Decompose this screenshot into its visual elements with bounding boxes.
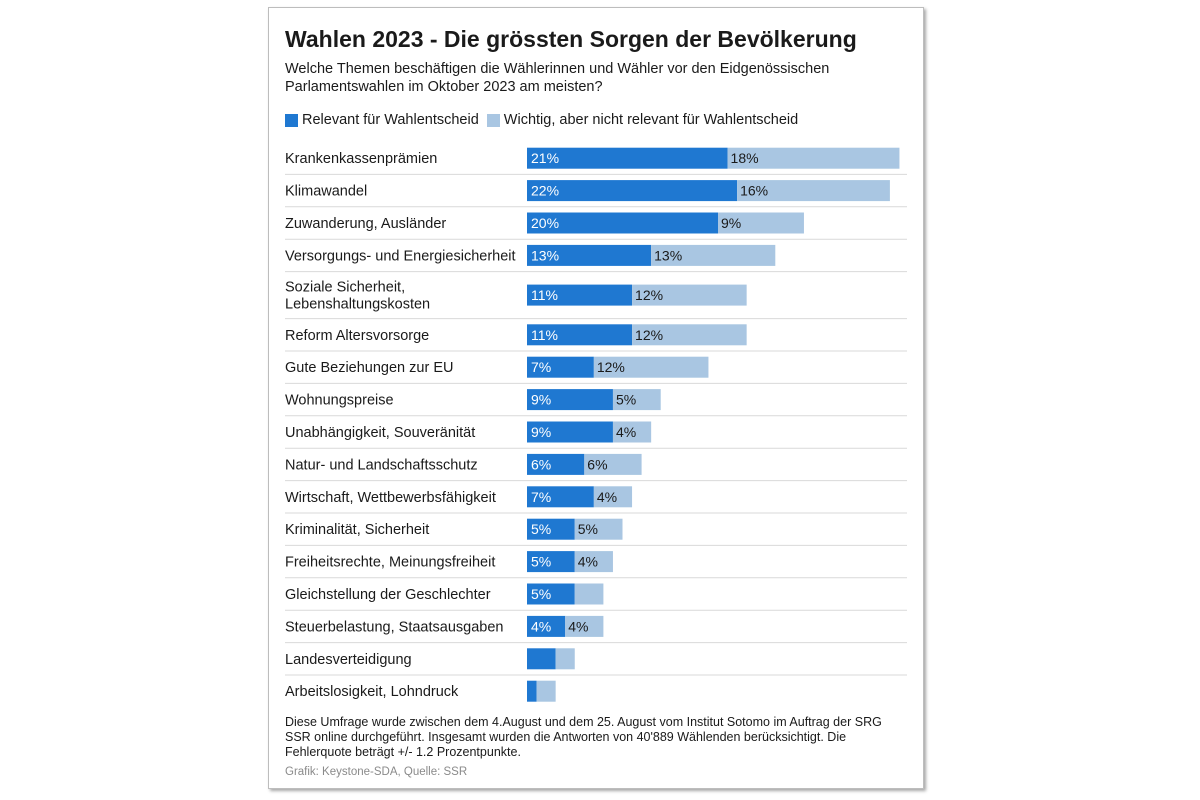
bar-wichtig <box>737 180 890 202</box>
category-label: Gute Beziehungen zur EU <box>285 360 453 376</box>
bar-wichtig <box>718 212 804 234</box>
data-label-relevant: 11% <box>531 327 558 343</box>
data-label-wichtig: 4% <box>597 489 617 505</box>
data-label-relevant: 6% <box>531 456 551 472</box>
data-label-wichtig: 4% <box>568 618 588 634</box>
legend-label-relevant: Relevant für Wahlentscheid <box>302 112 479 128</box>
legend-label-wichtig: Wichtig, aber nicht relevant für Wahlent… <box>503 112 799 128</box>
bar-wichtig <box>574 551 613 573</box>
bar-wichtig <box>651 244 776 266</box>
chart-legend: Relevant für Wahlentscheid Wichtig, aber… <box>285 111 806 129</box>
legend-swatch-wichtig <box>486 113 500 127</box>
bar-relevant <box>527 615 566 637</box>
category-label: Gleichstellung der Geschlechter <box>285 587 491 603</box>
data-label-wichtig: 16% <box>740 183 768 199</box>
bar-relevant <box>527 518 575 540</box>
legend-item-relevant: Relevant für Wahlentscheid <box>285 112 479 128</box>
data-label-wichtig: 12% <box>597 359 625 375</box>
category-label: Freiheitsrechte, Meinungsfreiheit <box>285 555 495 571</box>
data-label-wichtig: 12% <box>635 287 663 303</box>
category-label: Wirtschaft, Wettbewerbsfähigkeit <box>285 490 496 506</box>
chart-subtitle: Welche Themen beschäftigen die Wählerinn… <box>285 61 830 95</box>
bar-relevant <box>527 284 633 306</box>
category-label: Steuerbelastung, Staatsausgaben <box>285 619 503 635</box>
bar-relevant <box>527 389 613 411</box>
bar-relevant <box>527 421 613 443</box>
data-label-relevant: 4% <box>531 618 551 634</box>
data-label-relevant: 5% <box>531 521 551 537</box>
bar-relevant <box>527 453 585 475</box>
bar-wichtig <box>612 421 652 443</box>
category-label: Zuwanderung, Ausländer <box>285 216 446 232</box>
category-label: Landesverteidigung <box>285 652 412 668</box>
bar-wichtig <box>565 615 604 637</box>
bar-relevant <box>527 486 594 508</box>
category-label: Wohnungspreise <box>285 393 394 409</box>
bar-relevant <box>527 324 633 346</box>
legend-swatch-relevant <box>285 113 298 127</box>
data-label-wichtig: 4% <box>616 424 636 440</box>
bar-wichtig <box>574 583 604 605</box>
data-label-relevant: 22% <box>531 183 559 199</box>
bar-relevant <box>527 680 537 702</box>
category-label: Natur- und Landschaftsschutz <box>285 457 478 473</box>
bar-wichtig <box>593 486 633 508</box>
bar-wichtig <box>612 389 661 411</box>
bar-wichtig <box>555 648 575 670</box>
bar-wichtig <box>632 284 747 306</box>
bar-wichtig <box>593 356 709 378</box>
category-label: Krankenkassenprämien <box>285 151 437 167</box>
legend-item-wichtig: Wichtig, aber nicht relevant für Wahlent… <box>486 112 799 128</box>
data-label-wichtig: 18% <box>731 150 759 166</box>
chart-card: Wahlen 2023 - Die grössten Sorgen der Be… <box>268 7 924 789</box>
bar-relevant <box>527 648 556 670</box>
bar-wichtig <box>584 453 642 475</box>
bar-relevant <box>527 212 718 234</box>
data-label-relevant: 9% <box>531 424 551 440</box>
data-label-wichtig: 12% <box>635 327 663 343</box>
data-label-relevant: 7% <box>531 489 551 505</box>
data-label-relevant: 9% <box>531 392 551 408</box>
category-label: Soziale Sicherheit, Lebenshaltungskosten <box>285 280 430 313</box>
bar-wichtig <box>727 147 900 169</box>
bar-relevant <box>527 583 575 605</box>
data-label-wichtig: 9% <box>721 215 741 231</box>
data-label-relevant: 20% <box>531 215 559 231</box>
bar-relevant <box>527 551 575 573</box>
data-label-relevant: 11% <box>531 287 558 303</box>
category-label: Arbeitslosigkeit, Lohndruck <box>285 684 459 700</box>
data-label-relevant: 7% <box>531 359 551 375</box>
data-label-wichtig: 4% <box>578 554 598 570</box>
bar-relevant <box>527 180 738 202</box>
data-label-wichtig: 6% <box>587 456 607 472</box>
data-label-relevant: 5% <box>531 586 551 602</box>
bar-chart: Krankenkassenprämien 21% 18% Klimawandel 22%… <box>285 147 907 702</box>
category-label: Unabhängigkeit, Souveränität <box>285 425 475 441</box>
data-label-wichtig: 13% <box>654 247 682 263</box>
source-credit: Grafik: Keystone-SDA, Quelle: SSR <box>285 766 468 778</box>
data-label-wichtig: 5% <box>616 392 636 408</box>
data-label-relevant: 21% <box>531 150 559 166</box>
data-label-relevant: 13% <box>531 247 559 263</box>
chart-title: Wahlen 2023 - Die grössten Sorgen der Be… <box>285 26 857 52</box>
data-label-wichtig: 5% <box>578 521 598 537</box>
category-label: Versorgungs- und Energiesicherheit <box>285 248 516 264</box>
category-label: Klimawandel <box>285 184 367 200</box>
bar-relevant <box>527 356 594 378</box>
bar-wichtig <box>574 518 623 540</box>
data-label-relevant: 5% <box>531 554 551 570</box>
bar-wichtig <box>632 324 747 346</box>
survey-note: Diese Umfrage wurde zwischen dem 4.Augus… <box>285 715 882 759</box>
category-label: Kriminalität, Sicherheit <box>285 522 429 538</box>
bar-wichtig <box>536 680 556 702</box>
bar-relevant <box>527 147 728 169</box>
bar-relevant <box>527 244 652 266</box>
category-label: Reform Altersvorsorge <box>285 328 429 344</box>
